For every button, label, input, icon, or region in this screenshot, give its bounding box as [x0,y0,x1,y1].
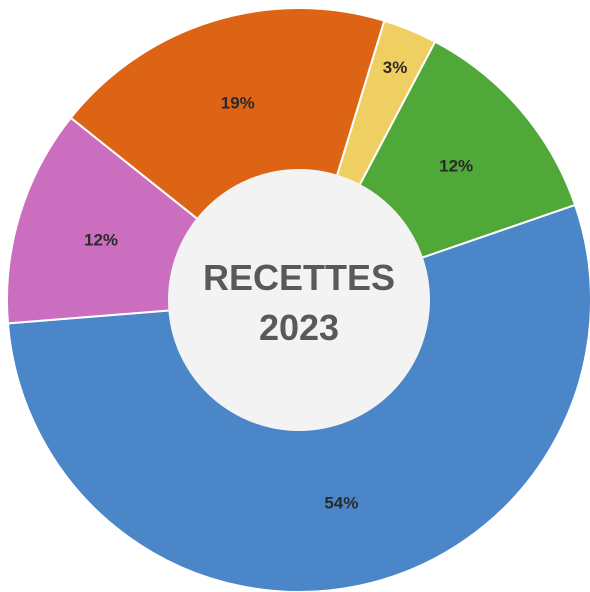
center-title-line-2: 2023 [259,307,339,348]
donut-hole [168,169,430,431]
slice-label-4: 12% [439,156,473,175]
center-title-line-1: RECETTES [203,257,395,298]
slice-label-3: 3% [383,58,408,77]
slice-labels: 54% 12% 19% 3% 12% [84,58,473,513]
slice-label-0: 54% [324,494,358,513]
slice-label-2: 19% [221,93,255,112]
slice-label-1: 12% [84,230,118,249]
